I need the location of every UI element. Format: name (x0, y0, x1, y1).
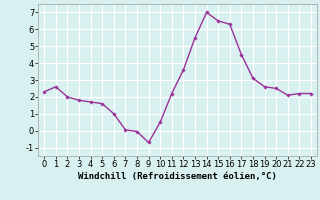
X-axis label: Windchill (Refroidissement éolien,°C): Windchill (Refroidissement éolien,°C) (78, 172, 277, 181)
